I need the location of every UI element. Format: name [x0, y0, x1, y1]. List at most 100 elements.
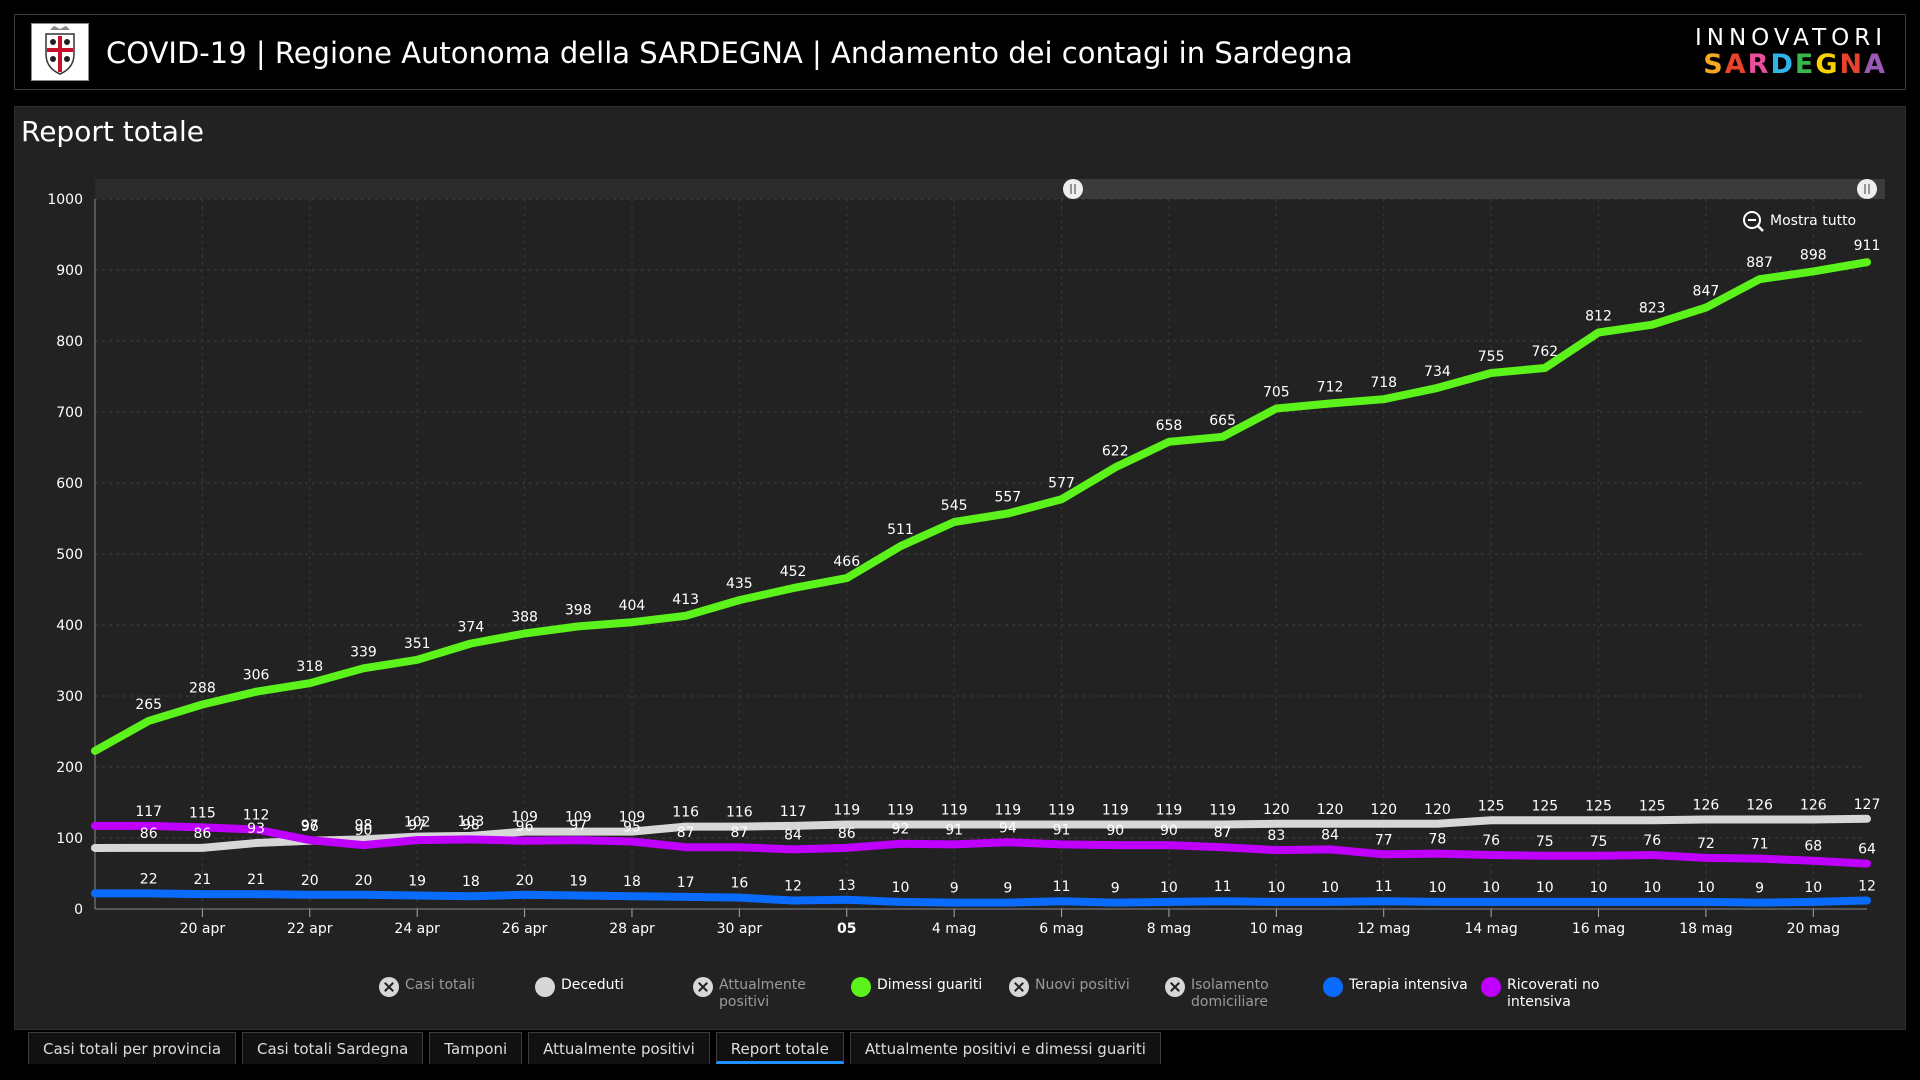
sardinia-crest-logo [31, 23, 89, 81]
data-label: 87 [677, 825, 695, 841]
legend-item-deceduti[interactable]: Deceduti [535, 977, 681, 997]
data-label: 72 [1697, 836, 1715, 852]
data-label: 339 [350, 644, 377, 660]
page-title: COVID-19 | Regione Autonoma della SARDEG… [106, 36, 1353, 70]
tab-casi-totali-sardegna[interactable]: Casi totali Sardegna [242, 1032, 424, 1064]
data-label: 97 [408, 818, 426, 834]
data-label: 10 [1321, 880, 1339, 896]
legend-item-ricoverati-no-intensiva[interactable]: Ricoverati no intensiva [1481, 977, 1627, 1011]
tab-bar: Casi totali per provincia Casi totali Sar… [28, 1032, 1167, 1064]
data-label: 22 [140, 871, 158, 887]
y-tick-label: 800 [56, 334, 83, 350]
legend-item-nuovi-positivi[interactable]: Nuovi positivi [1009, 977, 1155, 997]
data-label: 90 [1160, 823, 1178, 839]
data-label: 577 [1048, 475, 1075, 491]
legend-item-dimessi-guariti[interactable]: Dimessi guariti [851, 977, 997, 997]
x-tick-label: 22 apr [287, 921, 333, 937]
data-label: 119 [994, 803, 1021, 819]
data-label: 115 [189, 805, 216, 821]
legend-label: Attualmente positivi [719, 977, 806, 1010]
data-label: 374 [458, 619, 485, 635]
y-tick-label: 600 [56, 476, 83, 492]
tab-report-totale[interactable]: Report totale [715, 1032, 844, 1064]
data-label: 119 [1156, 803, 1183, 819]
data-label: 78 [1429, 832, 1447, 848]
data-label: 9 [1755, 881, 1764, 897]
data-label: 90 [1106, 823, 1124, 839]
data-label: 77 [1375, 832, 1393, 848]
legend-swatch-icon [1481, 977, 1501, 997]
data-label: 98 [355, 817, 373, 833]
data-label: 288 [189, 681, 216, 697]
tab-casi-totali-per-provincia[interactable]: Casi totali per provincia [28, 1032, 237, 1064]
data-label: 10 [1590, 880, 1608, 896]
x-tick-label: 14 mag [1464, 921, 1517, 937]
data-label: 126 [1746, 798, 1773, 814]
data-label: 10 [1160, 880, 1178, 896]
y-tick-label: 0 [74, 902, 83, 918]
data-label: 812 [1585, 308, 1612, 324]
y-tick-label: 100 [56, 831, 83, 847]
data-label: 94 [999, 820, 1017, 836]
x-tick-label: 12 mag [1357, 921, 1410, 937]
header-bar: COVID-19 | Regione Autonoma della SARDEG… [14, 14, 1906, 90]
legend-item-isolamento-domiciliare[interactable]: Isolamento domiciliare [1165, 977, 1311, 1011]
data-label: 10 [1643, 880, 1661, 896]
data-label: 20 [301, 873, 319, 889]
x-tick-label: 28 apr [609, 921, 655, 937]
data-label: 11 [1375, 879, 1393, 895]
data-label: 120 [1317, 802, 1344, 818]
legend-item-attualmente-positivi[interactable]: Attualmente positivi [693, 977, 839, 1011]
data-label: 96 [516, 819, 534, 835]
data-label: 90 [355, 823, 373, 839]
data-label: 76 [1643, 833, 1661, 849]
data-label: 18 [462, 874, 480, 890]
range-slider-selection [1073, 179, 1885, 199]
data-label: 898 [1800, 247, 1827, 263]
data-label: 545 [941, 498, 968, 514]
data-label: 306 [243, 668, 270, 684]
data-label: 705 [1263, 384, 1290, 400]
zoom-out-icon [1743, 211, 1761, 229]
data-label: 91 [1053, 822, 1071, 838]
brand-line1: INNOVATORI [1694, 25, 1887, 51]
tab-attualmente-positivi-e-dimessi-guariti[interactable]: Attualmente positivi e dimessi guariti [849, 1032, 1161, 1064]
data-label: 126 [1693, 798, 1720, 814]
x-tick-label: 20 apr [180, 921, 226, 937]
data-label: 125 [1531, 798, 1558, 814]
data-label: 112 [243, 807, 270, 823]
data-label: 120 [1370, 802, 1397, 818]
tab-tamponi[interactable]: Tamponi [429, 1032, 523, 1064]
data-label: 19 [408, 874, 426, 890]
data-label: 93 [247, 821, 265, 837]
data-label: 755 [1478, 349, 1505, 365]
legend-item-terapia-intensiva[interactable]: Terapia intensiva [1323, 977, 1469, 997]
data-label: 9 [950, 881, 959, 897]
tab-attualmente-positivi[interactable]: Attualmente positivi [528, 1032, 710, 1064]
legend-item-casi-totali[interactable]: Casi totali [379, 977, 525, 997]
data-label: 95 [623, 820, 641, 836]
data-label: 847 [1693, 284, 1720, 300]
y-tick-label: 700 [56, 405, 83, 421]
data-label: 109 [511, 810, 538, 826]
data-label: 20 [516, 873, 534, 889]
data-label: 86 [193, 826, 211, 842]
legend-label: Nuovi positivi [1035, 977, 1130, 993]
range-slider-handle[interactable] [1063, 179, 1083, 199]
legend-label: Terapia intensiva [1349, 977, 1468, 993]
data-label: 718 [1370, 375, 1397, 391]
data-label: 86 [140, 826, 158, 842]
x-tick-label: 26 apr [502, 921, 548, 937]
data-label: 117 [780, 804, 807, 820]
y-tick-label: 400 [56, 618, 83, 634]
data-label: 125 [1478, 798, 1505, 814]
data-label: 103 [458, 814, 485, 830]
data-label: 16 [730, 876, 748, 892]
data-label: 119 [887, 803, 914, 819]
data-label: 318 [296, 659, 323, 675]
brand-line2: SARDEGNA [1703, 49, 1887, 80]
range-slider-handle[interactable] [1857, 179, 1877, 199]
data-label: 127 [1854, 797, 1881, 813]
data-label: 119 [833, 803, 860, 819]
data-label: 64 [1858, 842, 1876, 858]
